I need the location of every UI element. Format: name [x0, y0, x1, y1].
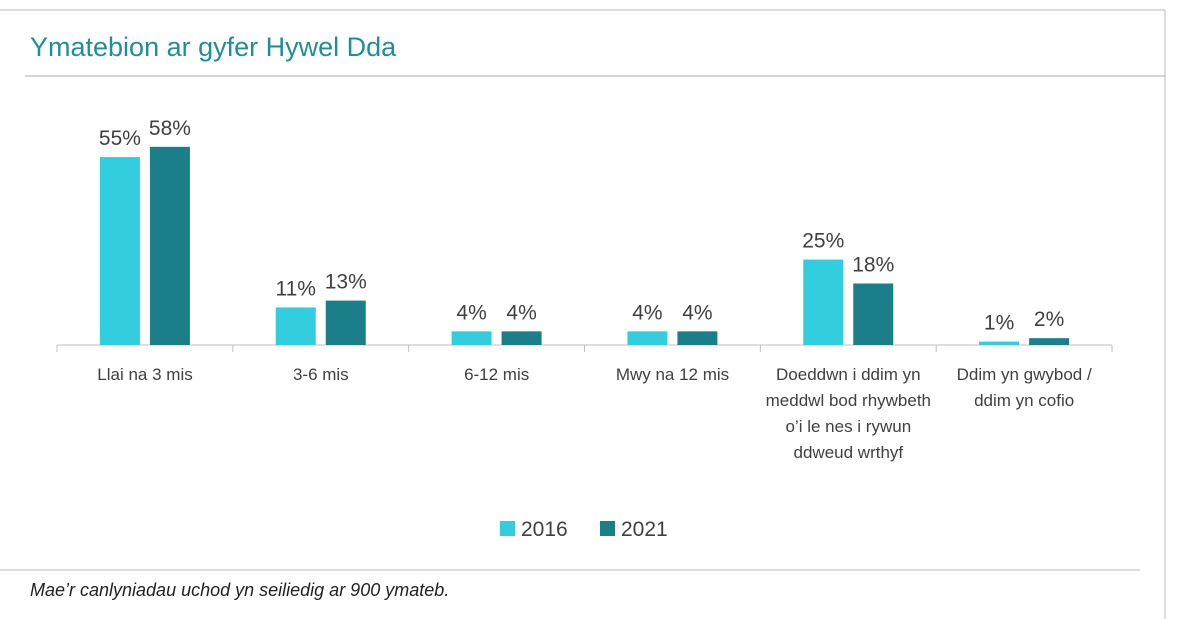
- data-label: 25%: [802, 230, 844, 253]
- bar: [627, 331, 668, 345]
- chart-title: Ymatebion ar gyfer Hywel Dda: [30, 32, 397, 62]
- bar: [275, 307, 316, 345]
- data-label: 55%: [99, 127, 141, 150]
- data-label: 4%: [682, 301, 712, 324]
- bar: [853, 283, 894, 345]
- data-label: 2%: [1034, 308, 1064, 331]
- data-label: 4%: [506, 301, 536, 324]
- legend-swatch: [600, 521, 615, 536]
- bar: [99, 157, 140, 345]
- x-tick-label: Doeddwn i ddim yn meddwl bod rhywbeth o’…: [765, 365, 932, 462]
- data-label: 13%: [325, 271, 367, 294]
- data-label: 58%: [149, 117, 191, 140]
- legend-label: 2021: [621, 518, 668, 541]
- data-label: 4%: [632, 301, 662, 324]
- legend-swatch: [500, 521, 515, 536]
- data-label: 18%: [852, 254, 894, 277]
- footnote: Mae’r canlyniadau uchod yn seiliedig ar …: [30, 580, 450, 600]
- bar: [501, 331, 542, 345]
- bar: [979, 341, 1020, 345]
- bar: [149, 146, 190, 345]
- legend-label: 2016: [521, 518, 568, 541]
- bar: [677, 331, 718, 345]
- bar: [325, 300, 366, 345]
- x-tick-label: Llai na 3 mis: [97, 365, 193, 384]
- bar: [803, 259, 844, 345]
- x-tick-label: 6-12 mis: [464, 365, 530, 384]
- x-tick-label: 3-6 mis: [292, 365, 349, 384]
- bar: [451, 331, 492, 345]
- x-tick-label: Mwy na 12 mis: [615, 365, 730, 384]
- bar: [1029, 338, 1070, 345]
- data-label: 11%: [276, 277, 316, 300]
- x-tick-label: Ddim yn gwybod / ddim yn cofio: [956, 365, 1092, 410]
- data-label: 4%: [456, 301, 486, 324]
- data-label: 1%: [984, 312, 1014, 335]
